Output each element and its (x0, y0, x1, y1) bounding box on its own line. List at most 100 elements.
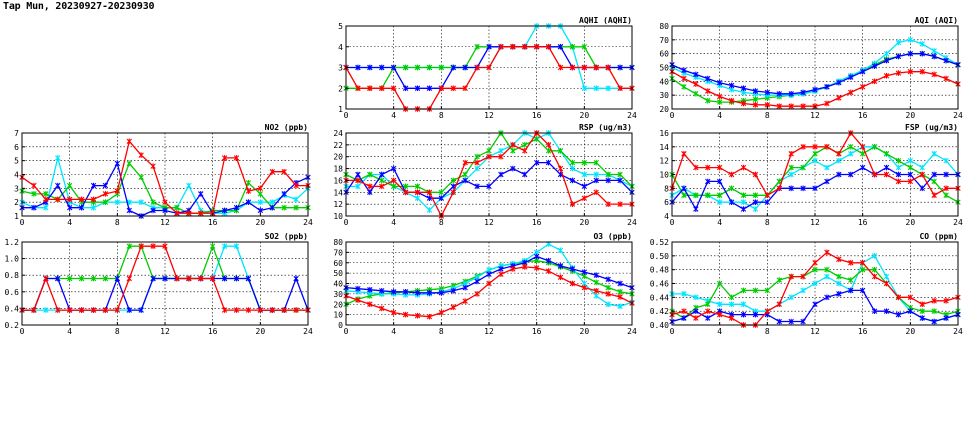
data-point (438, 290, 445, 296)
data-point (138, 174, 144, 181)
x-tick-label: 20 (580, 327, 590, 336)
data-point (43, 196, 49, 203)
data-point (533, 159, 540, 166)
data-point (257, 207, 264, 214)
data-point (545, 159, 552, 166)
data-point (450, 64, 456, 71)
data-point (90, 204, 97, 211)
data-point (788, 318, 794, 325)
y-tick-label: 14 (659, 143, 669, 152)
data-point (569, 266, 576, 272)
data-point (871, 273, 878, 280)
data-point (414, 64, 421, 71)
data-point (716, 192, 723, 199)
data-point (474, 278, 480, 285)
x-tick-label: 0 (344, 111, 349, 120)
data-point (617, 171, 623, 178)
data-point (907, 164, 914, 171)
data-point (557, 247, 564, 254)
data-point (871, 63, 878, 69)
y-tick-label: 70 (659, 36, 669, 45)
data-point (871, 253, 878, 259)
data-point (871, 171, 878, 178)
data-point (102, 199, 109, 205)
data-point (150, 275, 156, 282)
y-tick-label: 20 (659, 105, 669, 114)
series-co-2 (669, 287, 961, 325)
data-point (716, 311, 723, 318)
data-point (486, 43, 492, 50)
data-point (931, 318, 937, 325)
data-point (569, 201, 576, 207)
y-tick-label: 60 (659, 50, 669, 59)
data-point (848, 144, 854, 150)
data-point (681, 308, 687, 314)
data-point (943, 297, 949, 304)
data-point (198, 275, 204, 282)
series-no2-3 (19, 138, 311, 217)
data-point (379, 64, 385, 71)
data-point (705, 301, 711, 308)
data-point (150, 199, 156, 205)
y-tick-label: 2 (338, 84, 343, 93)
series-rsp-1 (343, 130, 635, 196)
data-point (740, 85, 747, 92)
data-point (919, 41, 925, 47)
data-point (740, 164, 747, 171)
data-point (895, 39, 902, 46)
data-point (55, 155, 61, 161)
y-tick-label: 0.4 (5, 304, 20, 313)
data-point (379, 287, 385, 294)
x-tick-label: 8 (439, 327, 444, 336)
data-point (522, 142, 528, 148)
y-tick-label: 22 (333, 141, 343, 150)
data-point (390, 85, 397, 92)
data-point (510, 147, 516, 154)
data-point (740, 287, 747, 294)
data-point (836, 157, 842, 164)
data-point (593, 287, 599, 294)
data-point (150, 243, 156, 249)
data-point (776, 103, 782, 110)
y-tick-label: 0.42 (650, 307, 669, 316)
data-point (605, 85, 611, 92)
data-point (752, 102, 759, 108)
data-point (102, 307, 109, 313)
data-point (367, 85, 373, 92)
data-point (693, 206, 699, 212)
data-point (617, 303, 623, 310)
data-point (426, 64, 433, 71)
data-point (824, 144, 830, 150)
data-point (522, 264, 528, 270)
x-tick-label: 12 (484, 111, 494, 120)
data-point (919, 164, 925, 171)
y-tick-label: 10 (333, 212, 343, 221)
data-point (462, 284, 468, 291)
data-point (367, 189, 373, 196)
data-point (462, 171, 468, 178)
data-point (486, 153, 492, 160)
data-point (486, 271, 492, 277)
data-point (102, 275, 109, 282)
y-tick-label: 0.40 (650, 321, 669, 330)
data-point (379, 183, 385, 190)
data-point (545, 268, 552, 274)
data-point (617, 280, 623, 287)
data-point (907, 37, 914, 43)
x-tick-label: 0 (344, 218, 349, 227)
data-point (824, 100, 830, 107)
data-point (522, 171, 528, 178)
data-point (414, 195, 421, 202)
data-point (390, 165, 397, 172)
data-point (716, 280, 723, 287)
data-point (788, 294, 794, 301)
x-tick-label: 20 (580, 218, 590, 227)
series-fsp-3 (669, 130, 961, 199)
data-point (355, 297, 361, 303)
data-point (414, 312, 421, 319)
data-point (617, 294, 623, 300)
data-point (859, 287, 866, 294)
x-tick-label: 12 (810, 111, 820, 120)
data-point (883, 57, 890, 64)
